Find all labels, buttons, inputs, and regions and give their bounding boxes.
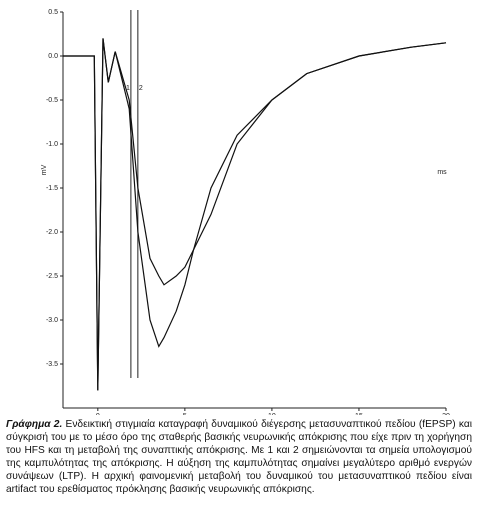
y-tick-label: -1.0 [46, 141, 58, 148]
caption-label: Γράφημα 2. [6, 419, 63, 430]
y-tick-label: -3.0 [46, 317, 58, 324]
data-line [63, 38, 447, 391]
data-line [63, 38, 447, 391]
x-tick-label: 5 [183, 413, 187, 415]
marker-label: 1 [126, 85, 130, 92]
y-tick-label: -3.5 [46, 361, 58, 368]
y-axis-label: mV [41, 164, 48, 175]
y-tick-label: -2.0 [46, 229, 58, 236]
marker-label: 2 [139, 85, 143, 92]
y-tick-label: 0.5 [48, 9, 58, 16]
x-tick-label: 10 [268, 413, 276, 415]
caption: Γράφημα 2. Ενδεικτική στιγμιαία καταγραφ… [6, 418, 472, 496]
caption-text: Ενδεικτική στιγμιαία καταγραφή δυναμικού… [6, 419, 472, 495]
x-tick-label: 0 [96, 413, 100, 415]
y-tick-label: -2.5 [46, 273, 58, 280]
chart: mV ms 0.5 0.0 -0.5 -1.0 -1.5 -2.0 -2.5 -3.0 -3.5… [41, 9, 450, 415]
y-tick-label: -0.5 [46, 97, 58, 104]
x-tick-label: 20 [442, 413, 450, 415]
y-tick-label: 0.0 [48, 53, 58, 60]
x-axis-label: ms [437, 169, 447, 176]
x-tick-label: 15 [355, 413, 363, 415]
y-tick-label: -1.5 [46, 185, 58, 192]
